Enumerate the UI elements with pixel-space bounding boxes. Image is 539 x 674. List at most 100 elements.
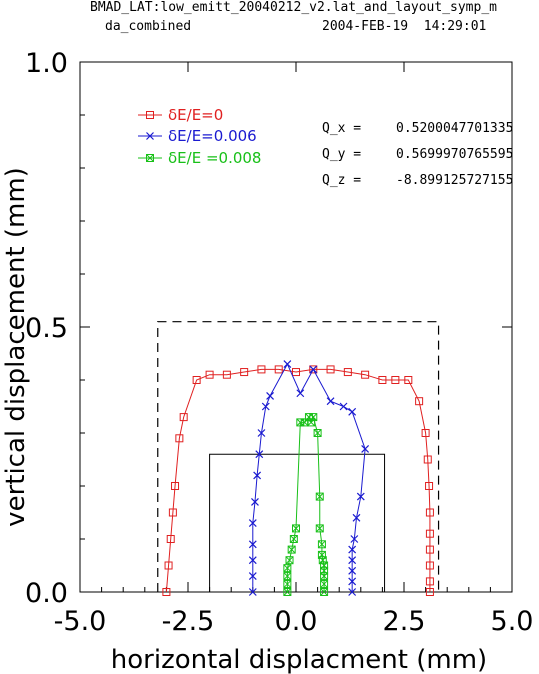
data-point: [283, 580, 292, 589]
data-point: [425, 588, 434, 596]
point-marker-cross: [287, 545, 296, 554]
data-point: [240, 368, 249, 377]
y-tick-label: 0.5: [25, 313, 68, 344]
series-1: [248, 360, 370, 596]
data-point: [339, 402, 348, 411]
data-point: [348, 566, 357, 575]
data-point: [343, 368, 352, 377]
point-marker: [320, 561, 329, 570]
data-point: [146, 154, 154, 162]
point-marker-cross: [313, 429, 322, 437]
legend-label: δE/E=0: [168, 106, 223, 124]
data-point: [309, 365, 318, 374]
point-marker: [320, 566, 329, 575]
point-marker: [296, 418, 305, 427]
point-marker: [309, 413, 318, 422]
data-point: [348, 407, 357, 416]
data-point: [425, 508, 434, 517]
data-point: [425, 561, 434, 570]
point-marker: [425, 561, 434, 570]
tune-label: Q_y =: [322, 147, 361, 162]
point-marker-cross: [300, 418, 309, 427]
data-point: [283, 360, 292, 369]
data-point: [285, 556, 294, 565]
point-marker: [261, 402, 270, 411]
data-point: [251, 497, 259, 506]
point-marker: [425, 529, 434, 538]
point-marker: [348, 545, 357, 554]
x-tick-label: 2.5: [383, 606, 426, 637]
point-marker-cross: [318, 540, 326, 549]
tune-value: -8.899125727155: [396, 173, 513, 188]
point-marker: [240, 368, 249, 377]
data-point: [164, 561, 173, 570]
point-marker-cross: [315, 524, 324, 533]
tune-value: 0.5699970765595: [396, 147, 513, 162]
data-point: [315, 524, 324, 533]
point-marker: [348, 556, 357, 565]
series-line: [165, 368, 431, 593]
series-line: [286, 415, 325, 592]
point-marker-cross: [320, 588, 328, 596]
legend-label: δE/E=0.006: [168, 127, 257, 145]
y-tick-label: 1.0: [25, 48, 68, 79]
point-marker: [164, 561, 173, 570]
data-point: [415, 397, 424, 406]
data-point: [348, 545, 357, 554]
data-point: [257, 365, 266, 374]
series-0: [162, 365, 434, 596]
data-point: [283, 572, 292, 581]
point-marker: [166, 535, 175, 543]
data-point: [287, 545, 296, 554]
data-point: [326, 397, 335, 406]
data-point: [320, 572, 329, 581]
data-point: [248, 572, 257, 581]
point-marker: [179, 413, 188, 422]
point-marker: [285, 556, 294, 565]
point-marker: [391, 376, 400, 384]
data-point: [315, 492, 324, 501]
point-marker: [192, 376, 201, 384]
data-point: [361, 370, 370, 379]
legend-label: δE/E =0.008: [168, 149, 261, 167]
data-point: [257, 429, 266, 437]
point-marker: [251, 497, 259, 506]
data-point: [192, 376, 201, 384]
data-point: [423, 455, 432, 464]
data-point: [248, 540, 257, 549]
data-point: [283, 564, 292, 573]
point-marker: [320, 588, 329, 596]
point-marker: [162, 588, 171, 596]
point-marker-cross: [283, 572, 292, 580]
y-axis-title: vertical displacement (mm): [1, 167, 31, 527]
point-marker: [287, 545, 296, 554]
point-marker: [146, 154, 154, 162]
point-marker-cross: [283, 580, 292, 588]
point-marker-cross: [292, 524, 300, 533]
data-point: [179, 413, 188, 422]
data-point: [350, 535, 359, 543]
point-marker: [309, 365, 318, 374]
data-point: [317, 540, 326, 549]
data-point: [348, 577, 357, 586]
point-marker: [146, 111, 154, 119]
series-2: [283, 413, 329, 596]
point-marker: [423, 455, 432, 464]
data-point: [292, 524, 300, 533]
point-marker-cross: [285, 556, 294, 565]
data-point: [356, 492, 365, 501]
point-marker: [292, 368, 300, 377]
data-point: [171, 482, 180, 490]
point-marker: [320, 580, 329, 589]
point-marker: [175, 434, 184, 443]
point-marker: [222, 370, 231, 379]
data-point: [253, 471, 262, 480]
point-marker: [292, 524, 300, 533]
point-marker: [248, 556, 257, 565]
point-marker: [421, 429, 430, 437]
point-marker: [320, 572, 329, 581]
point-marker: [425, 588, 434, 596]
x-tick-label: -2.5: [162, 606, 215, 637]
data-point: [320, 580, 329, 589]
point-marker: [309, 365, 318, 374]
